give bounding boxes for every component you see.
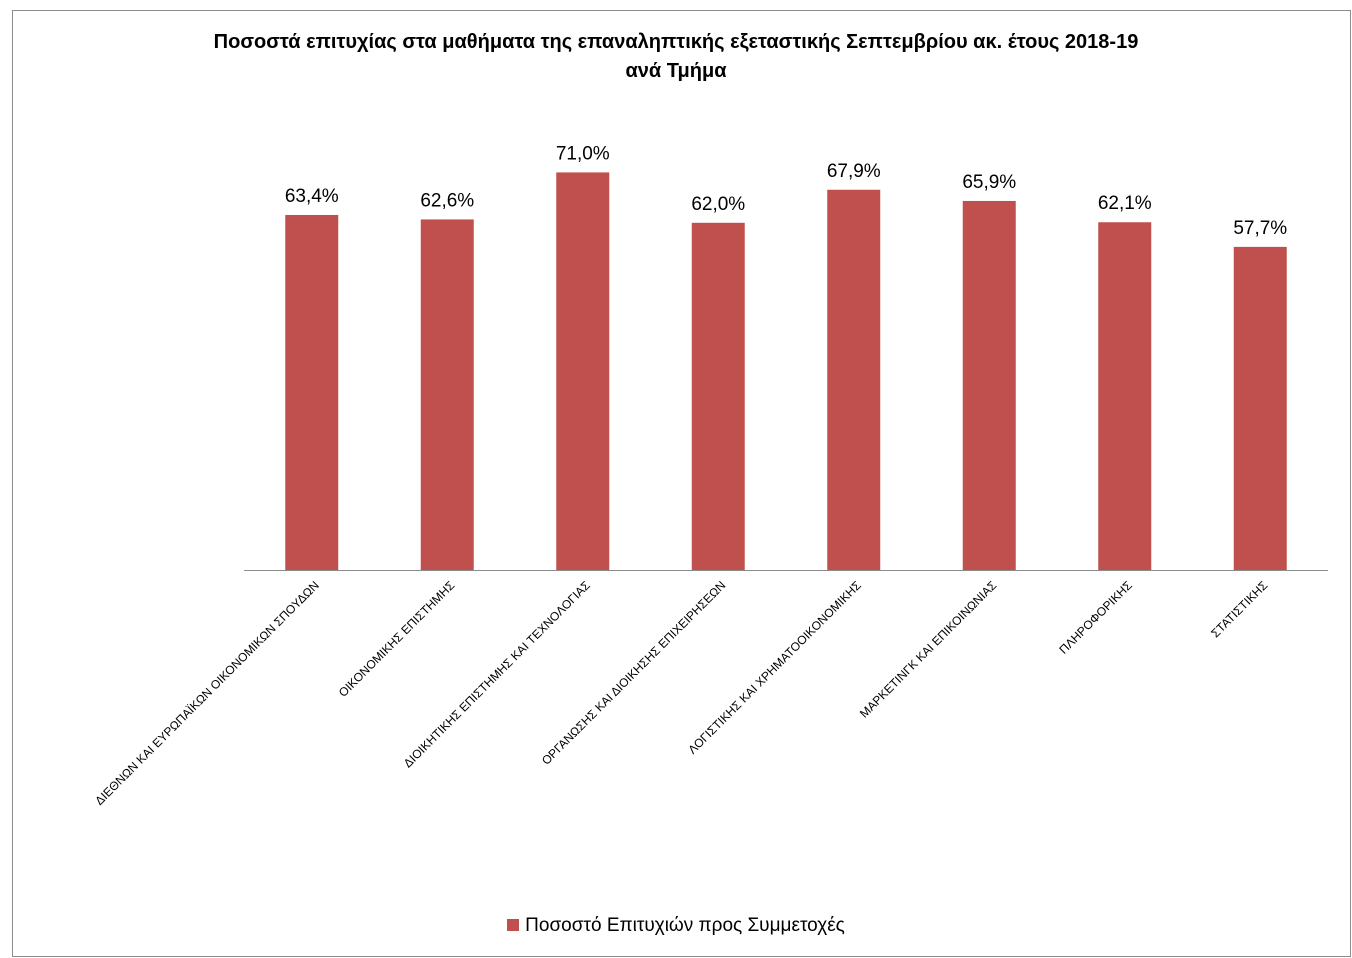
bar — [285, 214, 339, 570]
data-label: 63,4% — [285, 186, 339, 207]
data-label: 62,6% — [420, 190, 474, 211]
bar — [827, 189, 881, 570]
category-label: ΔΙΕΘΝΩΝ ΚΑΙ ΕΥΡΩΠΑΪΚΩΝ ΟΙΚΟΝΟΜΙΚΩΝ ΣΠΟΥΔ… — [92, 578, 322, 808]
chart-subtitle: ανά Τμήμα — [625, 60, 727, 82]
legend: Ποσοστό Επιτυχιών προς Συμμετοχές — [0, 915, 1352, 937]
bar — [420, 219, 474, 570]
bar — [691, 222, 745, 571]
bar — [962, 200, 1016, 570]
category-label: ΟΙΚΟΝΟΜΙΚΗΣ ΕΠΙΣΤΗΜΗΣ — [336, 578, 458, 700]
category-label: ΣΤΑΤΙΣΤΙΚΗΣ — [1208, 578, 1270, 640]
legend-label: Ποσοστό Επιτυχιών προς Συμμετοχές — [525, 915, 845, 936]
data-label: 62,1% — [1098, 193, 1152, 214]
chart-title: Ποσοστά επιτυχίας στα μαθήματα της επανα… — [213, 31, 1139, 53]
category-label: ΛΟΓΙΣΤΙΚΗΣ ΚΑΙ ΧΡΗΜΑΤΟΟΙΚΟΝΟΜΙΚΗΣ — [685, 578, 864, 757]
category-label: ΜΑΡΚΕΤΙΝΓΚ ΚΑΙ ΕΠΙΚΟΙΝΩΝΙΑΣ — [857, 578, 999, 720]
chart-title-block: Ποσοστά επιτυχίας στα μαθήματα της επανα… — [0, 28, 1352, 86]
data-label: 62,0% — [691, 194, 745, 215]
bar — [1098, 222, 1152, 571]
category-label: ΠΛΗΡΟΦΟΡΙΚΗΣ — [1056, 578, 1135, 657]
data-label: 71,0% — [556, 143, 610, 164]
data-label: 57,7% — [1233, 218, 1287, 239]
legend-swatch — [507, 919, 520, 931]
data-label: 65,9% — [962, 172, 1016, 193]
data-label: 67,9% — [827, 161, 881, 182]
chart-frame — [12, 10, 1351, 957]
bar — [556, 172, 610, 570]
bar — [1233, 246, 1287, 570]
